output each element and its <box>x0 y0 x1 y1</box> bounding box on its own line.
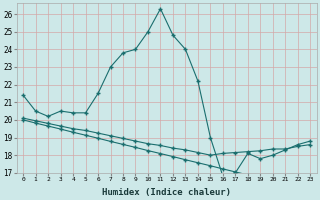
X-axis label: Humidex (Indice chaleur): Humidex (Indice chaleur) <box>102 188 231 197</box>
